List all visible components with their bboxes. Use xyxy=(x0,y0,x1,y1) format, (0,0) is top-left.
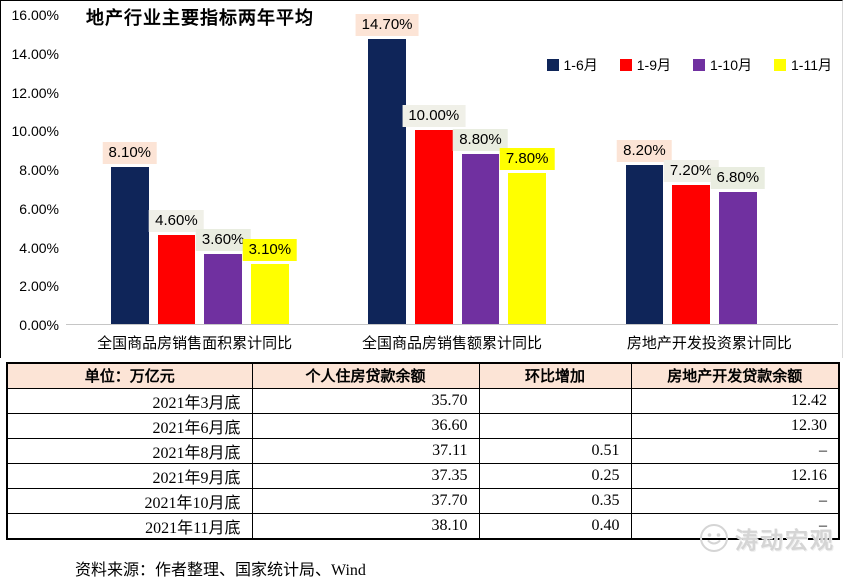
data-table: 单位：万亿元 个人住房贷款余额 环比增加 房地产开发贷款余额 2021年3月底 35.7… xyxy=(6,362,840,540)
legend-label: 1-9月 xyxy=(636,57,671,73)
bar-value-label: 8.80% xyxy=(453,128,508,151)
bar xyxy=(204,254,242,324)
bar xyxy=(672,184,710,324)
legend-swatch-icon xyxy=(619,59,632,71)
table-row: 2021年10月底 37.70 0.35– xyxy=(6,487,840,514)
table-cell: 36.60 xyxy=(251,412,480,439)
x-axis-labels: 全国商品房销售面积累计同比 全国商品房销售额累计同比 房地产开发投资累计同比 xyxy=(66,332,838,353)
table-cell: 12.42 xyxy=(630,387,840,414)
table-cell: – xyxy=(630,437,840,464)
legend-swatch-icon xyxy=(774,59,787,71)
table-cell: 2021年6月底 xyxy=(6,412,253,439)
y-tick-label: 14.00% xyxy=(11,45,59,62)
table-cell: 12.16 xyxy=(630,462,840,489)
table-cell xyxy=(478,412,632,439)
legend-item: 1-9月 xyxy=(619,55,671,75)
table-header-row: 单位：万亿元 个人住房贷款余额 环比增加 房地产开发贷款余额 xyxy=(6,362,840,389)
bar xyxy=(111,167,149,324)
watermark: 涛动宏观 xyxy=(699,521,835,555)
table-body: 2021年3月底 35.70 12.42 2021年6月底 36.60 12.30 2021… xyxy=(6,387,840,539)
legend-item: 1-11月 xyxy=(774,55,832,75)
table-cell: 2021年11月底 xyxy=(6,512,253,539)
source-note: 资料来源：作者整理、国家统计局、Wind xyxy=(75,562,366,579)
bar-value-label: 6.80% xyxy=(710,167,766,190)
bar xyxy=(719,192,757,324)
table-header-cell: 房地产开发贷款余额 xyxy=(630,362,840,389)
bar-chart: 地产行业主要指标两年平均 0.00% 2.00% 4.00% 6.00% 8.00% 10… xyxy=(0,0,843,358)
table-row: 2021年9月底 37.35 0.25 12.16 xyxy=(6,462,840,489)
watermark-text: 涛动宏观 xyxy=(735,527,835,553)
table-row: 2021年6月底 36.60 12.30 xyxy=(6,412,840,439)
bar-value-label: 4.60% xyxy=(149,209,204,232)
data-table-wrap: 单位：万亿元 个人住房贷款余额 环比增加 房地产开发贷款余额 2021年3月底 35.7… xyxy=(6,362,840,540)
table-cell: 0.35 xyxy=(478,487,632,514)
table-cell: 0.40 xyxy=(478,512,632,539)
bar xyxy=(157,234,196,324)
y-tick-label: 16.00% xyxy=(11,7,59,23)
table-head: 单位：万亿元 个人住房贷款余额 环比增加 房地产开发贷款余额 xyxy=(6,362,840,389)
y-tick-label: 12.00% xyxy=(11,84,59,101)
y-axis: 0.00% 2.00% 4.00% 6.00% 8.00% 10.00% 12.00% 14.… xyxy=(1,1,59,359)
legend-item: 1-10月 xyxy=(692,55,753,75)
bar xyxy=(368,39,406,324)
bar xyxy=(461,153,500,324)
table-cell: 0.25 xyxy=(478,462,632,489)
table-row: 2021年8月底 37.11 0.51– xyxy=(6,437,840,464)
table-cell: 12.30 xyxy=(630,412,840,439)
legend-label: 1-6月 xyxy=(563,57,598,73)
bar xyxy=(251,263,289,324)
bar-value-label: 7.80% xyxy=(499,147,555,170)
bar-value-label: 7.20% xyxy=(663,159,719,182)
table-cell: – xyxy=(630,487,840,514)
legend-swatch-icon xyxy=(692,59,705,71)
y-tick-label: 4.00% xyxy=(19,239,59,256)
y-tick-label: 2.00% xyxy=(19,278,59,295)
bar-value-label: 8.10% xyxy=(102,142,158,165)
plot-area: 8.10% 14.70% 8.20% 4.60% 10.00% 7.20% 3.60% 8.8… xyxy=(66,14,838,325)
y-tick-label: 6.00% xyxy=(19,200,59,217)
table-cell: 37.11 xyxy=(251,437,480,464)
table-cell: 2021年3月底 xyxy=(6,387,253,414)
bar xyxy=(415,130,453,324)
table-header-cell: 环比增加 xyxy=(478,362,632,389)
table-row: 2021年11月底 38.10 0.40– xyxy=(6,512,840,539)
table-header-cell: 个人住房贷款余额 xyxy=(251,362,480,389)
table-cell: 35.70 xyxy=(251,387,480,414)
x-axis-category-label: 全国商品房销售面积累计同比 xyxy=(97,336,293,352)
legend-label: 1-11月 xyxy=(791,57,832,73)
legend-item: 1-6月 xyxy=(546,55,598,75)
table-row: 2021年3月底 35.70 12.42 xyxy=(6,387,840,414)
table-cell: 37.35 xyxy=(251,462,480,489)
table-cell: 2021年8月底 xyxy=(6,437,253,464)
watermark-logo-icon xyxy=(700,524,728,552)
table-header-cell: 单位：万亿元 xyxy=(6,362,253,389)
x-axis-category-label: 房地产开发投资累计同比 xyxy=(626,336,792,352)
table-cell: 37.70 xyxy=(251,487,480,514)
bar-value-label: 3.60% xyxy=(195,229,251,252)
bar xyxy=(508,172,546,324)
table-cell: 2021年9月底 xyxy=(6,462,253,489)
table-cell: – xyxy=(630,512,840,539)
chart-legend: 1-6月 1-9月 1-10月 1-11月 xyxy=(546,55,832,75)
bar-value-label: 3.10% xyxy=(242,238,298,261)
y-tick-label: 0.00% xyxy=(19,317,59,333)
table-cell: 2021年10月底 xyxy=(6,487,253,514)
table-cell: 0.51 xyxy=(478,437,632,464)
chart-title: 地产行业主要指标两年平均 xyxy=(86,8,314,28)
bar-value-label: 14.70% xyxy=(355,14,419,37)
bar-value-label: 10.00% xyxy=(402,105,466,128)
table-cell: 38.10 xyxy=(251,512,480,539)
y-tick-label: 8.00% xyxy=(19,162,59,178)
legend-swatch-icon xyxy=(546,59,559,71)
table-cell xyxy=(478,387,632,414)
legend-label: 1-10月 xyxy=(709,57,753,73)
bar xyxy=(625,165,664,324)
x-axis-category-label: 全国商品房销售额累计同比 xyxy=(361,336,542,352)
y-tick-label: 10.00% xyxy=(11,123,59,140)
bar-value-label: 8.20% xyxy=(617,140,672,163)
